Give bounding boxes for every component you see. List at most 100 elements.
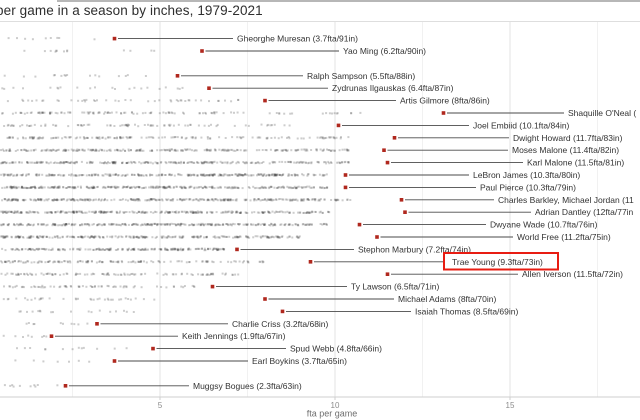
bg-dot [202, 174, 204, 177]
bg-dot [228, 149, 230, 152]
bg-dot [206, 211, 209, 214]
bg-dot [222, 112, 225, 115]
bg-dot [240, 174, 243, 177]
bg-dot [29, 211, 32, 214]
bg-dot [66, 161, 69, 164]
bg-dot [122, 185, 125, 188]
bg-dot [63, 248, 66, 251]
bg-dot [52, 222, 55, 225]
bg-dot [88, 360, 91, 363]
bg-dot [138, 149, 141, 152]
bg-dot [33, 211, 36, 214]
bg-dot [209, 161, 212, 164]
bg-dot [3, 125, 6, 127]
bg-dot [73, 210, 76, 213]
bg-dot [54, 224, 57, 227]
bg-dot [33, 136, 36, 139]
bg-dot [3, 87, 6, 90]
bg-dot [79, 235, 82, 238]
bg-dot [115, 148, 118, 151]
bg-dot [80, 236, 83, 239]
bg-dot [92, 111, 95, 114]
bg-dot [80, 124, 83, 127]
bg-dot [170, 100, 173, 103]
bg-dot [300, 199, 303, 202]
bg-dot [341, 148, 344, 151]
bg-dot [88, 236, 91, 239]
bg-dot [54, 185, 56, 188]
bg-dot [57, 136, 60, 139]
bg-dot [98, 235, 101, 238]
bg-dot [36, 161, 39, 164]
bg-dot [1, 210, 4, 213]
bg-dot [180, 136, 183, 139]
bg-dot [18, 236, 21, 239]
bg-dot [331, 112, 333, 115]
bg-dot [42, 286, 45, 289]
bg-dot [61, 348, 64, 351]
bg-dot [28, 137, 31, 140]
bg-dot [176, 149, 179, 152]
bg-dot [201, 161, 203, 164]
bg-dot [177, 223, 180, 226]
bg-dot [30, 235, 33, 238]
bg-dot [53, 224, 56, 226]
bg-dot [178, 235, 181, 238]
bg-dot [146, 223, 148, 225]
bg-dot [206, 211, 208, 214]
bg-dot [38, 137, 41, 140]
bg-dot [239, 235, 242, 238]
bg-dot [202, 224, 205, 227]
bg-dot [203, 161, 206, 164]
bg-dot [0, 149, 2, 152]
bg-dot [296, 149, 299, 152]
bg-dot [337, 161, 340, 164]
bg-dot [298, 211, 301, 214]
bg-dot [210, 273, 213, 276]
bg-dot [57, 87, 60, 90]
bg-dot [197, 199, 199, 202]
bg-dot [11, 261, 14, 264]
bg-dot [62, 186, 65, 188]
bg-dot [129, 198, 132, 201]
bg-dot [134, 236, 137, 239]
bg-dot [8, 223, 10, 225]
bg-dot [276, 236, 279, 239]
bg-dot [40, 223, 43, 226]
bg-dot [117, 235, 120, 238]
bg-dot [127, 149, 130, 152]
bg-dot [37, 186, 40, 189]
bg-dot [200, 222, 203, 225]
bg-dot [79, 136, 82, 139]
bg-dot [169, 260, 172, 263]
bg-dot [173, 161, 176, 164]
bg-dot [57, 248, 60, 251]
bg-dot [325, 136, 328, 139]
bg-dot [185, 210, 188, 213]
bg-dot [284, 211, 287, 214]
bg-dot [346, 148, 349, 151]
bg-dot [236, 211, 239, 214]
bg-dot [23, 199, 26, 202]
bg-dot [152, 187, 155, 189]
bg-dot [220, 149, 223, 152]
bg-dot [235, 235, 238, 238]
bg-dot [16, 149, 19, 152]
bg-dot [273, 223, 276, 226]
bg-dot [127, 161, 130, 164]
bg-dot [133, 249, 136, 251]
bg-dot [90, 235, 92, 238]
bg-dot [106, 248, 109, 251]
bg-dot [175, 224, 178, 227]
bg-dot [138, 149, 141, 151]
bg-dot [234, 149, 237, 152]
bg-dot [99, 248, 102, 251]
bg-dot [264, 235, 267, 238]
bg-dot [193, 187, 196, 190]
bg-dot [84, 248, 87, 251]
bg-dot [257, 198, 260, 201]
bg-dot [99, 223, 102, 226]
bg-dot [66, 272, 69, 275]
bg-dot [34, 75, 37, 78]
bg-dot [117, 186, 120, 189]
